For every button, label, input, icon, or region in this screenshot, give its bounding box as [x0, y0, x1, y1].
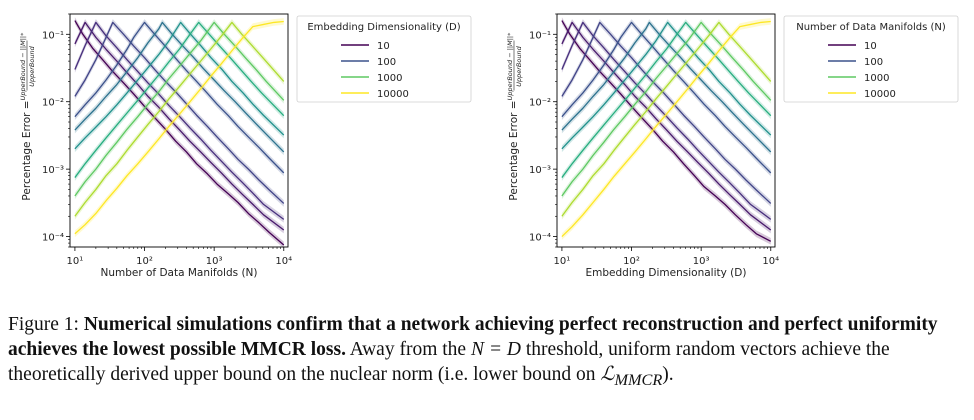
left-line-D=1800 — [74, 21, 285, 217]
right-chart: 10¹ 10² 10³ 10⁴ 10⁻⁴ 10⁻³ 10⁻² 10⁻¹ Embedding Di… — [506, 13, 959, 279]
right-x-tick-label: 10⁴ — [762, 256, 779, 267]
right-y-tick-label: 10⁻³ — [529, 165, 551, 176]
left-line-D=100 — [74, 21, 285, 174]
left-chart: 10¹ 10² 10³ 10⁴ 10⁻⁴ 10⁻³ 10⁻² 10⁻¹ Number of Da… — [19, 13, 472, 279]
right-legend-title: Number of Data Manifolds (N) — [796, 22, 946, 33]
left-x-tick-label: 10¹ — [67, 256, 84, 267]
right-y-axis-label: Percentage Error =UpperBound − ||M||* Upp… — [506, 32, 523, 201]
left-x-tick-label: 10³ — [206, 256, 223, 267]
caption-text-continued: threshold, uniform random vectors achiev… — [8, 339, 890, 385]
right-band-N=180 — [561, 19, 771, 156]
left-legend-title: Embedding Dimensionality (D) — [307, 22, 460, 33]
left-legend-label: 10000 — [377, 89, 409, 100]
left-axes-frame — [69, 13, 289, 248]
caption-text-end: ). — [662, 364, 674, 385]
left-x-tick-label: 10² — [136, 256, 153, 267]
left-y-tick-label: 10⁻¹ — [42, 30, 64, 41]
left-line-D=180 — [74, 21, 285, 153]
left-x-axis-label: Number of Data Manifolds (N) — [100, 267, 257, 279]
right-line-N=330 — [561, 21, 772, 150]
left-band-D=180 — [74, 19, 284, 156]
right-y-label-prefix: Percentage Error = — [508, 100, 520, 200]
left-legend-box — [296, 15, 472, 103]
right-line-N=180 — [561, 21, 772, 153]
caption-threshold-math: N = D — [470, 339, 521, 360]
right-line-N=14 — [561, 21, 772, 231]
right-line-N=1000 — [561, 21, 772, 197]
left-line-D=600 — [74, 21, 285, 178]
right-x-tick-label: 10³ — [693, 256, 710, 267]
left-x-tick-label: 10⁴ — [275, 256, 292, 267]
left-band-D=10 — [74, 17, 284, 249]
figure-caption: Figure 1: Numerical simulations confirm … — [8, 312, 968, 393]
left-chart-panel: 10¹ 10² 10³ 10⁴ 10⁻⁴ 10⁻³ 10⁻² 10⁻¹ Number of Da… — [0, 0, 487, 290]
left-line-D=330 — [74, 21, 285, 150]
left-y-tick-label: 10⁻² — [42, 98, 64, 109]
right-legend-label: 100 — [864, 57, 883, 68]
right-y-tick-label: 10⁻² — [529, 98, 551, 109]
right-axes-frame — [556, 13, 776, 248]
right-line-N=10 — [561, 20, 772, 242]
left-legend-label: 10 — [377, 41, 390, 52]
left-y-label-prefix: Percentage Error = — [21, 100, 33, 200]
right-y-tick-label: 10⁻¹ — [529, 30, 551, 41]
right-line-N=100 — [561, 21, 772, 174]
right-y-label-denominator: UpperBound — [515, 45, 523, 86]
left-line-D=20 — [74, 21, 285, 220]
right-line-N=600 — [561, 21, 772, 178]
right-x-tick-label: 10¹ — [554, 256, 571, 267]
right-legend-box — [783, 15, 959, 103]
right-x-tick-label: 10² — [623, 256, 640, 267]
left-line-D=10 — [74, 20, 285, 246]
right-legend-label: 10 — [864, 41, 877, 52]
right-chart-panel: 10¹ 10² 10³ 10⁴ 10⁻⁴ 10⁻³ 10⁻² 10⁻¹ Embedding Di… — [487, 0, 974, 290]
right-legend-label: 1000 — [864, 73, 889, 84]
left-line-D=1000 — [74, 21, 285, 197]
caption-bold-statement: Numerical simulations confirm that a net… — [8, 314, 938, 360]
right-legend-label: 10000 — [864, 89, 896, 100]
left-band-D=10000 — [74, 18, 284, 238]
left-line-D=14 — [74, 21, 285, 231]
left-y-label-denominator: UpperBound — [28, 45, 36, 86]
right-x-axis-label: Embedding Dimensionality (D) — [586, 267, 747, 279]
right-band-N=10000 — [561, 18, 771, 240]
right-line-N=1800 — [561, 21, 772, 217]
left-y-label-numerator: UpperBound − ||M||* — [19, 32, 27, 100]
right-y-label-numerator: UpperBound − ||M||* — [506, 32, 514, 100]
caption-loss-symbol: ℒ — [600, 364, 615, 385]
left-legend-label: 1000 — [377, 73, 402, 84]
caption-loss-subscript: MMCR — [614, 370, 663, 389]
caption-text: Away from the — [349, 339, 467, 360]
caption-label: Figure 1: — [8, 314, 79, 335]
left-y-axis-label: Percentage Error =UpperBound − ||M||* Upp… — [19, 32, 36, 201]
right-line-N=20 — [561, 21, 772, 220]
left-legend-label: 100 — [377, 57, 396, 68]
left-y-tick-label: 10⁻⁴ — [42, 233, 64, 244]
left-y-tick-label: 10⁻³ — [42, 165, 64, 176]
caption-loss-math: ℒMMCR — [600, 364, 662, 389]
right-y-tick-label: 10⁻⁴ — [529, 233, 551, 244]
right-line-N=10000 — [561, 20, 771, 238]
left-line-D=10000 — [74, 20, 284, 235]
